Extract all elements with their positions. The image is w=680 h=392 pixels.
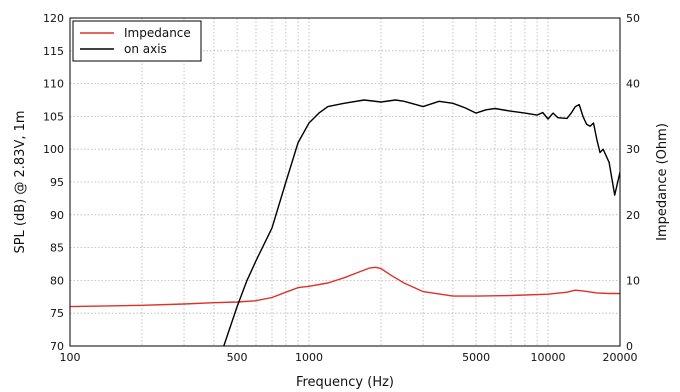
legend: Impedance on axis xyxy=(72,20,202,62)
series-layer xyxy=(70,99,620,346)
legend-box xyxy=(72,20,202,62)
y-tick-label: 100 xyxy=(43,143,64,156)
x-tick-label: 100 xyxy=(60,351,81,364)
y-tick-label: 80 xyxy=(50,274,64,287)
y2-tick-label: 20 xyxy=(626,209,640,222)
y2-tick-label: 10 xyxy=(626,274,640,287)
x-tick-labels: 100 500 1000 5000 10000 20000 xyxy=(60,351,638,364)
legend-label-impedance: Impedance xyxy=(124,26,191,40)
x-axis-title: Frequency (Hz) xyxy=(296,375,394,390)
x-tick-label: 10000 xyxy=(531,351,566,364)
series-line-on-axis xyxy=(223,99,620,346)
y2-tick-label: 30 xyxy=(626,143,640,156)
y-tick-label: 110 xyxy=(43,78,64,91)
y-tick-label: 95 xyxy=(50,176,64,189)
x-tick-label: 500 xyxy=(227,351,248,364)
x-tick-label: 20000 xyxy=(603,351,638,364)
legend-label-on-axis: on axis xyxy=(124,42,167,56)
y2-tick-label: 50 xyxy=(626,12,640,25)
y2-axis-title: Impedance (Ohm) xyxy=(655,123,670,241)
y-tick-labels: 70 75 80 85 90 95 100 105 110 115 120 xyxy=(43,12,64,353)
series-line-impedance xyxy=(70,266,620,308)
x-tick-label: 1000 xyxy=(295,351,323,364)
grid xyxy=(70,18,620,346)
y-tick-label: 115 xyxy=(43,45,64,58)
y-axis-title: SPL (dB) @ 2.83V, 1m xyxy=(13,110,28,253)
y-tick-label: 90 xyxy=(50,209,64,222)
y2-tick-label: 40 xyxy=(626,78,640,91)
plot-frame xyxy=(69,17,621,347)
y-tick-label: 105 xyxy=(43,110,64,123)
y-tick-label: 120 xyxy=(43,12,64,25)
y-tick-label: 75 xyxy=(50,307,64,320)
y2-tick-label: 0 xyxy=(626,340,633,353)
y-tick-label: 70 xyxy=(50,340,64,353)
y-tick-label: 85 xyxy=(50,242,64,255)
y2-tick-labels: 0 10 20 30 40 50 xyxy=(626,12,640,353)
x-tick-label: 5000 xyxy=(462,351,490,364)
